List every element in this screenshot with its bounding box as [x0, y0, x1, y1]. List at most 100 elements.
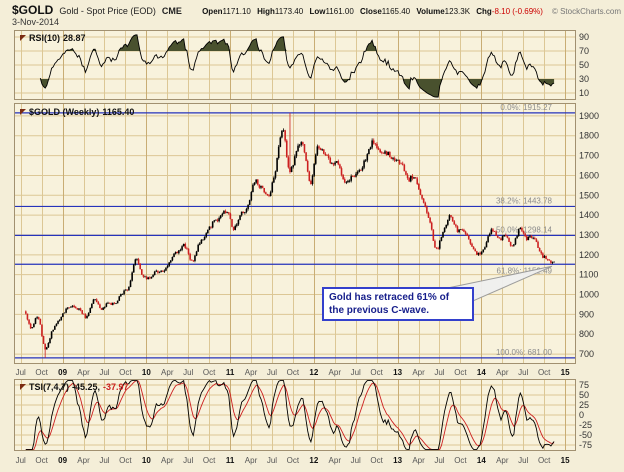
- svg-text:50: 50: [579, 390, 589, 400]
- open-label: Open: [202, 7, 223, 16]
- svg-text:1000: 1000: [579, 290, 599, 300]
- svg-text:70: 70: [579, 46, 589, 56]
- svg-text:15: 15: [561, 456, 570, 465]
- chg-value: -8.10 (-0.69%): [491, 7, 543, 16]
- svg-text:13: 13: [393, 456, 402, 465]
- svg-text:-50: -50: [579, 430, 592, 440]
- svg-text:1400: 1400: [579, 210, 599, 220]
- svg-text:90: 90: [579, 32, 589, 42]
- svg-text:11: 11: [226, 456, 235, 465]
- svg-text:Oct: Oct: [287, 456, 300, 465]
- svg-text:Jul: Jul: [16, 456, 26, 465]
- svg-text:Oct: Oct: [370, 368, 383, 377]
- panel-collapse-icon[interactable]: [20, 109, 26, 115]
- svg-text:Oct: Oct: [203, 368, 216, 377]
- svg-text:1200: 1200: [579, 250, 599, 260]
- price-series-name: $GOLD (Weekly): [29, 107, 100, 117]
- svg-text:1100: 1100: [579, 270, 598, 280]
- svg-text:10: 10: [142, 368, 151, 377]
- panel-collapse-icon[interactable]: [20, 384, 26, 390]
- svg-text:Jul: Jul: [267, 368, 277, 377]
- svg-text:38.2%: 1443.78: 38.2%: 1443.78: [496, 196, 553, 205]
- svg-text:800: 800: [579, 329, 594, 339]
- svg-text:50.0%: 1298.14: 50.0%: 1298.14: [496, 225, 553, 234]
- svg-text:Apr: Apr: [496, 368, 509, 377]
- svg-text:Apr: Apr: [496, 456, 509, 465]
- svg-text:1700: 1700: [579, 151, 599, 161]
- svg-text:Jul: Jul: [183, 368, 193, 377]
- chg-label: Chg: [476, 7, 492, 16]
- svg-text:Oct: Oct: [454, 456, 467, 465]
- svg-text:Apr: Apr: [412, 456, 425, 465]
- svg-text:900: 900: [579, 309, 594, 319]
- svg-text:Apr: Apr: [161, 368, 174, 377]
- svg-text:Jul: Jul: [434, 456, 444, 465]
- high-value: 1173.40: [274, 7, 304, 16]
- svg-text:1500: 1500: [579, 190, 599, 200]
- svg-text:09: 09: [58, 368, 67, 377]
- svg-text:Oct: Oct: [203, 456, 216, 465]
- svg-text:13: 13: [393, 368, 402, 377]
- svg-text:Oct: Oct: [119, 456, 132, 465]
- price-panel-label: $GOLD (Weekly) 1165.40: [20, 107, 137, 117]
- svg-text:Oct: Oct: [370, 456, 383, 465]
- quote-summary: Open1171.10 High1173.40 Low1161.00 Close…: [198, 7, 543, 16]
- svg-text:61.8%: 1152.49: 61.8%: 1152.49: [497, 266, 553, 275]
- open-value: 1171.10: [222, 7, 251, 16]
- svg-text:Jul: Jul: [16, 368, 26, 377]
- svg-text:Jul: Jul: [434, 368, 444, 377]
- svg-text:1800: 1800: [579, 131, 599, 141]
- svg-text:30: 30: [579, 74, 589, 84]
- svg-text:75: 75: [579, 380, 589, 390]
- rsi-plot: 90 70 50 30 10: [14, 30, 589, 100]
- price-plot: 0.0%: 1915.27 38.2%: 1443.78 50.0%: 1298.1…: [14, 103, 599, 377]
- svg-text:Jul: Jul: [99, 368, 109, 377]
- svg-text:09: 09: [58, 456, 67, 465]
- annotation-line1: Gold has retraced 61% of: [329, 292, 450, 303]
- svg-text:Apr: Apr: [329, 456, 342, 465]
- rsi-panel-label: RSI(10) 28.87: [20, 33, 89, 43]
- svg-text:15: 15: [561, 368, 570, 377]
- annotation-box: Gold has retraced 61% of the previous C-…: [322, 287, 474, 321]
- tsi-signal-value: -37.97: [103, 382, 129, 392]
- tsi-indicator-name: TSI(7,4,7): [29, 382, 70, 392]
- svg-text:Oct: Oct: [538, 368, 551, 377]
- svg-text:Apr: Apr: [329, 368, 342, 377]
- close-label: Close: [360, 7, 382, 16]
- symbol: $GOLD: [12, 3, 54, 17]
- svg-text:0: 0: [579, 410, 584, 420]
- svg-text:Jul: Jul: [518, 368, 528, 377]
- close-value: 1165.40: [381, 7, 411, 16]
- svg-text:Apr: Apr: [77, 368, 90, 377]
- svg-text:1600: 1600: [579, 170, 599, 180]
- svg-text:Jul: Jul: [267, 456, 277, 465]
- svg-text:50: 50: [579, 60, 589, 70]
- annotation-line2: the previous C-wave.: [329, 305, 430, 316]
- svg-text:Apr: Apr: [245, 368, 258, 377]
- chart-header: $GOLD Gold - Spot Price (EOD) CME Open11…: [12, 3, 621, 17]
- chart-date: 3-Nov-2014: [12, 17, 60, 27]
- svg-text:Oct: Oct: [119, 368, 132, 377]
- price-last-value: 1165.40: [102, 107, 135, 117]
- volume-label: Volume: [416, 7, 445, 16]
- svg-text:1300: 1300: [579, 230, 599, 240]
- svg-text:Jul: Jul: [518, 456, 528, 465]
- low-value: 1161.00: [325, 7, 354, 16]
- svg-text:0.0%: 1915.27: 0.0%: 1915.27: [500, 103, 552, 112]
- svg-text:-25: -25: [579, 420, 592, 430]
- svg-text:Oct: Oct: [454, 368, 467, 377]
- tsi-panel-label: TSI(7,4,7) -45.25, -37.97: [20, 382, 132, 392]
- high-label: High: [257, 7, 275, 16]
- symbol-description: Gold - Spot Price (EOD): [59, 6, 156, 16]
- svg-text:Oct: Oct: [538, 456, 551, 465]
- svg-text:14: 14: [477, 456, 486, 465]
- rsi-indicator-name: RSI(10): [29, 33, 61, 43]
- svg-text:14: 14: [477, 368, 486, 377]
- svg-text:Oct: Oct: [35, 368, 48, 377]
- svg-text:Oct: Oct: [35, 456, 48, 465]
- low-label: Low: [309, 7, 326, 16]
- svg-text:Apr: Apr: [77, 456, 90, 465]
- svg-text:100.0%: 681.00: 100.0%: 681.00: [496, 348, 553, 357]
- rsi-value: 28.87: [63, 33, 86, 43]
- panel-collapse-icon[interactable]: [20, 35, 26, 41]
